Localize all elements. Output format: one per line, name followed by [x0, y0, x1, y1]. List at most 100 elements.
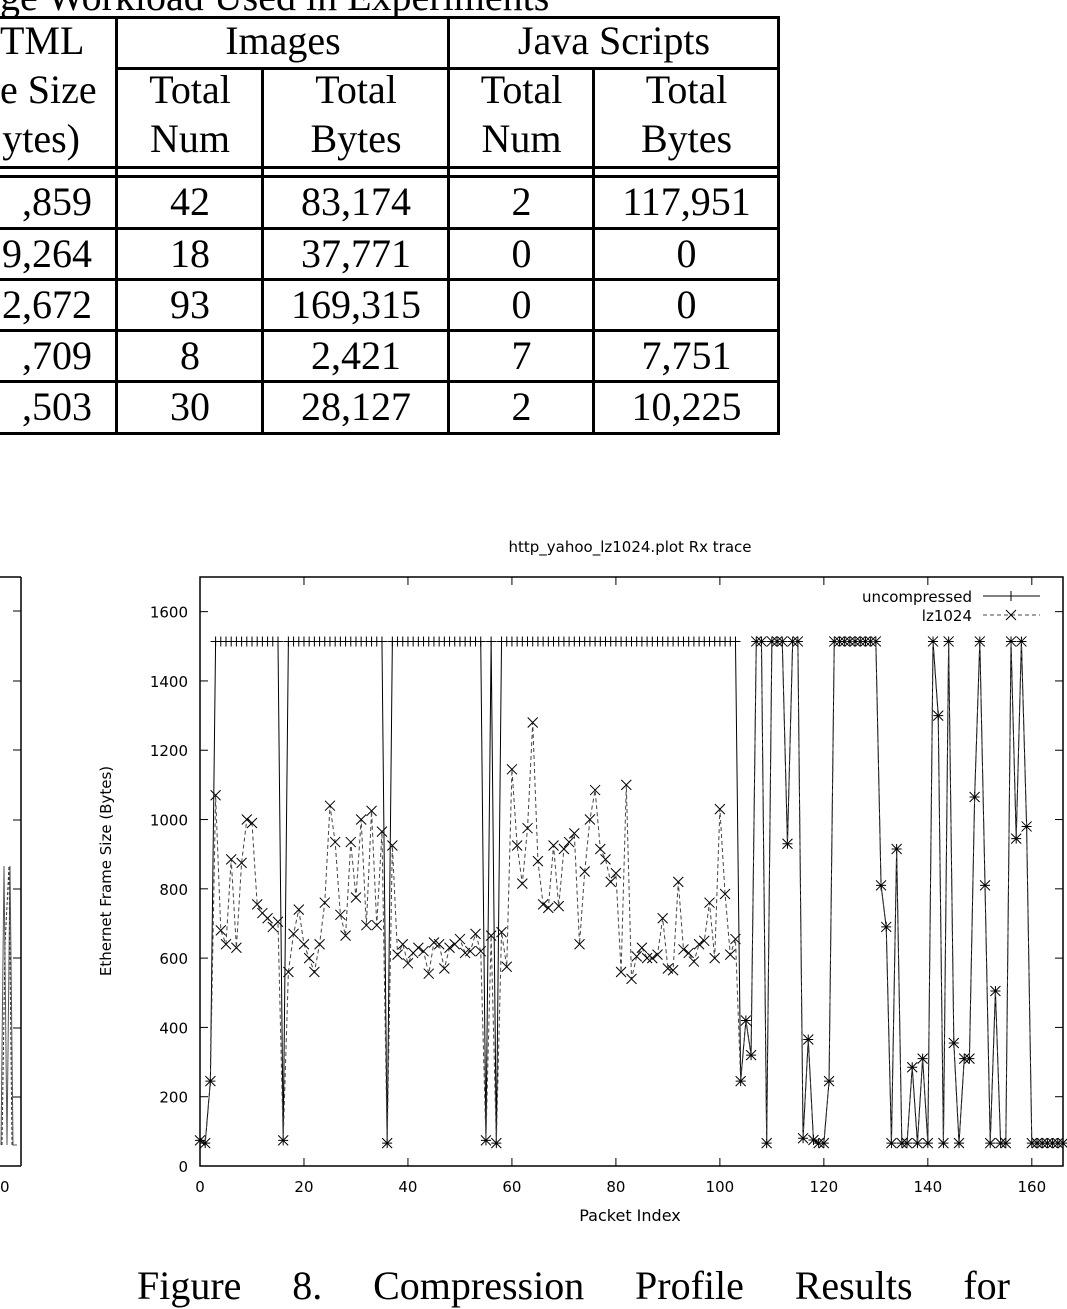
data-point-lz1024	[1057, 1137, 1067, 1149]
table-cell: 8	[180, 333, 200, 378]
data-point-lz1024	[371, 919, 383, 931]
table-rule	[115, 16, 118, 435]
data-point-lz1024	[355, 814, 367, 825]
header-bytes: ytes)	[2, 116, 80, 161]
plot-frame	[199, 576, 1064, 1167]
table-cell: 0	[511, 282, 532, 327]
data-point-lz1024	[480, 1135, 492, 1146]
data-point-lz1024	[220, 938, 232, 950]
data-point-lz1024	[641, 952, 653, 964]
data-point-lz1024	[397, 938, 409, 950]
legend-label: lz1024	[922, 607, 972, 625]
data-point-lz1024	[750, 636, 762, 647]
table-rule	[261, 67, 264, 435]
y-tick-label: 600	[159, 950, 188, 968]
data-point-lz1024	[958, 1053, 970, 1064]
data-point-lz1024	[964, 1053, 975, 1064]
data-point-lz1024	[667, 964, 679, 976]
table-cell: ,709	[22, 333, 92, 378]
subheader: Total	[315, 67, 397, 112]
data-point-lz1024	[730, 933, 741, 945]
data-point-lz1024	[984, 1137, 996, 1149]
data-point-lz1024	[828, 636, 840, 647]
data-point-lz1024	[558, 843, 570, 855]
data-point-lz1024	[205, 1075, 216, 1087]
data-point-lz1024	[839, 636, 851, 647]
data-point-uncompressed	[272, 636, 283, 647]
data-point-lz1024	[870, 636, 882, 647]
data-point-lz1024	[537, 899, 549, 910]
data-point-lz1024	[605, 876, 617, 888]
data-point-lz1024	[231, 942, 242, 954]
y-tick-label: 0	[178, 1158, 188, 1176]
data-point-lz1024	[943, 636, 954, 647]
x-tick-label: 160	[1017, 1178, 1046, 1196]
data-point-lz1024	[298, 938, 310, 950]
table-cell: ,859	[22, 179, 92, 224]
data-point-lz1024	[574, 938, 585, 950]
y-tick-label: 1000	[150, 812, 188, 830]
data-point-lz1024	[620, 779, 632, 791]
data-point-lz1024	[516, 878, 528, 889]
data-point-lz1024	[262, 912, 273, 924]
data-point-lz1024	[511, 840, 523, 851]
header-html: TML	[0, 18, 85, 63]
data-point-lz1024	[657, 912, 669, 924]
data-point-lz1024	[335, 909, 346, 921]
data-point-lz1024	[470, 928, 481, 940]
x-tick-label: 140	[914, 1178, 943, 1196]
data-point-lz1024	[293, 904, 305, 915]
subheader: Num	[481, 116, 562, 161]
data-point-lz1024	[714, 803, 726, 815]
data-point-lz1024	[241, 814, 253, 825]
table-cell: 0	[676, 231, 697, 276]
workload-table: TML e Size ytes) Images Java Scripts Tot…	[0, 16, 780, 435]
data-point-lz1024	[756, 636, 767, 647]
data-point-lz1024	[974, 636, 986, 647]
y-tick-label: 400	[159, 1019, 188, 1037]
table-cell: 10,225	[631, 384, 742, 429]
table-rule	[0, 329, 780, 332]
data-point-lz1024	[246, 817, 258, 829]
data-point-lz1024	[787, 636, 799, 647]
data-point-lz1024	[761, 1137, 773, 1149]
data-point-lz1024	[938, 1137, 949, 1149]
data-point-lz1024	[932, 710, 944, 721]
data-point-lz1024	[319, 897, 331, 909]
data-point-lz1024	[542, 902, 554, 914]
data-point-lz1024	[444, 942, 455, 954]
table-cell: 2	[511, 179, 532, 224]
table-cell: 2,672	[2, 282, 92, 327]
data-point-lz1024	[527, 717, 539, 728]
data-point-uncompressed	[376, 636, 387, 647]
data-point-lz1024	[652, 949, 663, 961]
table-caption: ge Workload Used in Experiments	[0, 0, 549, 20]
table-cell: 18	[170, 231, 210, 276]
data-point-lz1024	[423, 968, 435, 980]
table-cell: 7,751	[641, 333, 732, 378]
x-tick-label: 80	[606, 1178, 625, 1196]
data-point-lz1024	[735, 1075, 747, 1087]
data-point-lz1024	[688, 956, 700, 967]
data-point-lz1024	[490, 1137, 502, 1149]
data-point-lz1024	[1000, 1137, 1012, 1149]
table-cell: 83,174	[301, 179, 411, 224]
data-point-lz1024	[381, 1137, 393, 1149]
data-point-lz1024	[506, 763, 518, 775]
data-point-lz1024	[215, 925, 227, 936]
x-tick-label: 120	[810, 1178, 839, 1196]
table-rule	[0, 432, 780, 435]
data-point-lz1024	[376, 826, 388, 838]
data-point-lz1024	[522, 822, 533, 834]
data-point-lz1024	[990, 985, 1001, 997]
data-point-lz1024	[901, 1137, 913, 1149]
data-point-lz1024	[496, 926, 507, 938]
data-point-lz1024	[865, 636, 876, 647]
data-point-lz1024	[896, 1137, 908, 1149]
x-tick-label: 0	[195, 1178, 205, 1196]
data-point-lz1024	[272, 916, 284, 928]
table-rule	[592, 67, 595, 435]
data-point-lz1024	[808, 1134, 819, 1146]
data-point-lz1024	[891, 843, 902, 855]
data-point-lz1024	[433, 938, 445, 950]
